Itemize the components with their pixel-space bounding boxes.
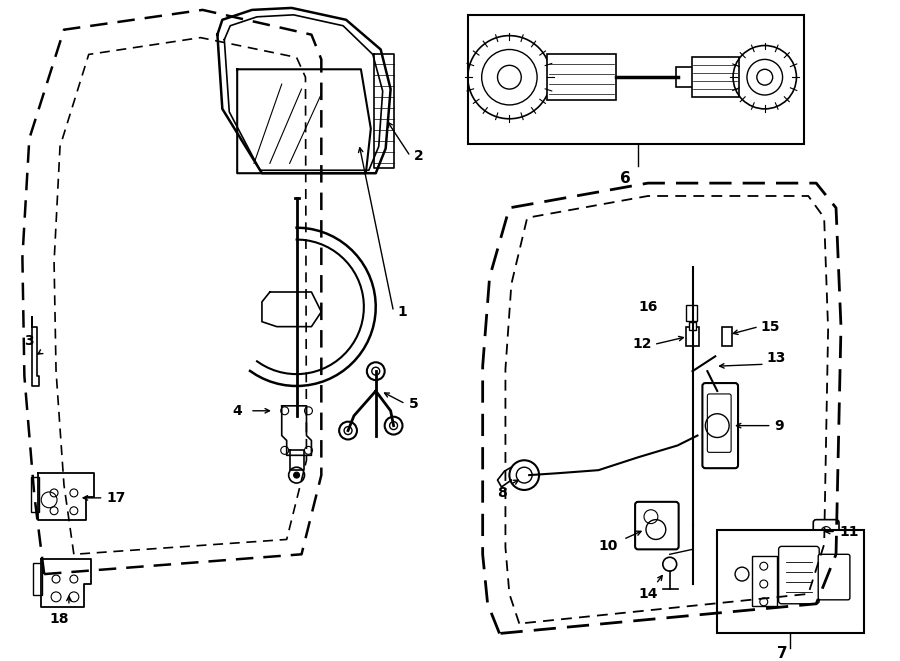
FancyBboxPatch shape — [707, 394, 731, 452]
FancyBboxPatch shape — [702, 383, 738, 468]
Bar — [688, 322, 697, 330]
Bar — [691, 58, 739, 97]
Bar — [686, 327, 699, 346]
Bar — [722, 327, 732, 346]
Text: 18: 18 — [50, 611, 68, 626]
Text: 16: 16 — [638, 300, 657, 314]
Bar — [676, 67, 694, 87]
Bar — [33, 563, 42, 595]
Text: 2: 2 — [413, 149, 423, 163]
Bar — [717, 529, 864, 633]
Text: 13: 13 — [767, 351, 786, 366]
Text: 17: 17 — [106, 491, 126, 505]
Text: 7: 7 — [777, 646, 788, 661]
Text: 12: 12 — [632, 338, 652, 352]
Text: 5: 5 — [409, 397, 419, 411]
Text: 4: 4 — [232, 404, 242, 418]
Bar — [752, 557, 777, 605]
FancyBboxPatch shape — [818, 555, 850, 600]
Text: 10: 10 — [598, 539, 617, 553]
FancyBboxPatch shape — [635, 502, 679, 549]
Text: 15: 15 — [760, 320, 780, 334]
Bar — [547, 54, 616, 100]
Text: 8: 8 — [498, 486, 508, 500]
Text: 3: 3 — [24, 334, 34, 348]
Text: 6: 6 — [620, 171, 631, 186]
FancyBboxPatch shape — [814, 520, 839, 543]
Bar — [686, 305, 698, 321]
Bar — [468, 15, 805, 143]
Circle shape — [293, 472, 300, 478]
Text: 11: 11 — [839, 525, 859, 539]
Text: 1: 1 — [398, 305, 408, 319]
FancyBboxPatch shape — [778, 547, 819, 603]
Text: 9: 9 — [775, 418, 784, 432]
Text: 14: 14 — [638, 587, 658, 601]
Bar — [32, 477, 40, 512]
